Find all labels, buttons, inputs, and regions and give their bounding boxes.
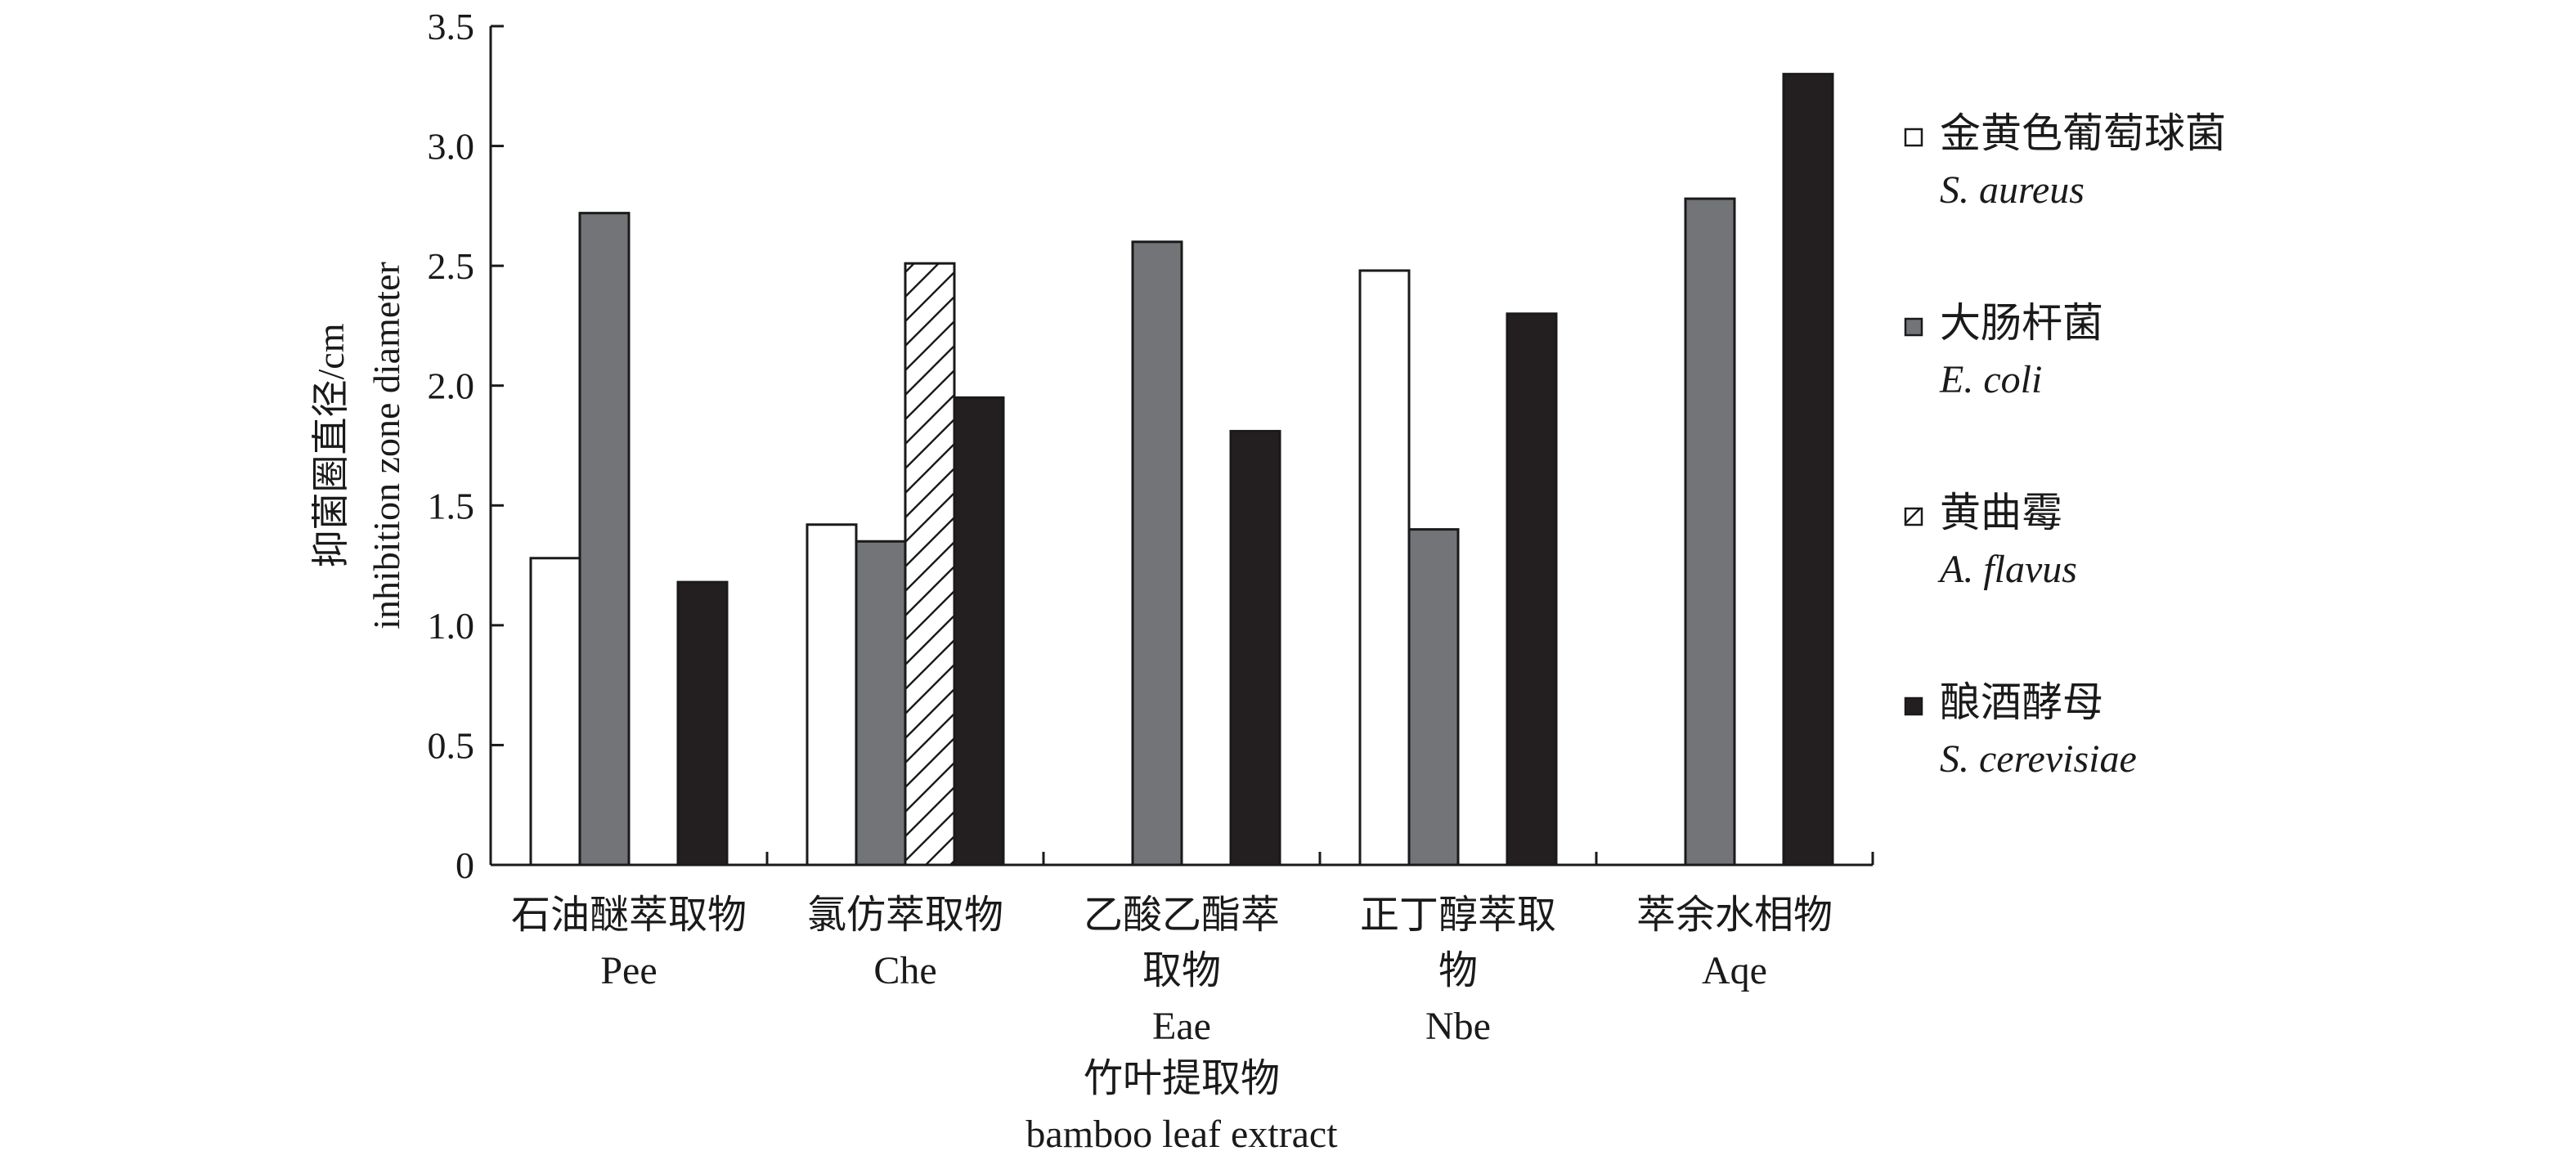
- x-category-label-cn: 萃余水相物: [1636, 894, 1833, 937]
- bar-e-coli-che: [855, 540, 907, 867]
- x-category-label-en: Pee: [600, 949, 657, 992]
- legend-label-cn: 酿酒酵母: [1940, 679, 2103, 725]
- legend-label-en: S. cerevisiae: [1940, 737, 2137, 781]
- x-category-label-cn: 氯仿萃取物: [807, 894, 1003, 937]
- legend-swatch: [1904, 696, 1923, 716]
- legend-swatch: [1904, 317, 1923, 337]
- legend-label-en: E. coli: [1939, 358, 2042, 401]
- y-tick-label: 2.0: [428, 365, 475, 407]
- legend-swatch: [1904, 128, 1923, 147]
- bar-e-coli-pee: [578, 212, 631, 867]
- y-tick-label: 2.5: [428, 245, 475, 287]
- x-category-label-en: Eae: [1152, 1005, 1211, 1048]
- bar-e-coli-eae: [1131, 240, 1183, 867]
- y-tick-label: 0: [456, 844, 474, 886]
- bar-s-aureus-pee: [529, 557, 581, 867]
- bar-s-aureus-nbe: [1358, 269, 1411, 867]
- bar-e-coli-aqe: [1684, 197, 1736, 867]
- y-tick-label: 1.5: [428, 485, 475, 526]
- bar-s-cerevisiae-che: [953, 396, 1005, 867]
- x-axis-title-en: bamboo leaf extract: [1025, 1113, 1338, 1156]
- legend-label-cn: 黄曲霉: [1940, 490, 2062, 535]
- x-axis-title-cn: 竹叶提取物: [1084, 1057, 1280, 1100]
- legend-label-cn: 金黄色葡萄球菌: [1940, 110, 2226, 156]
- bar-s-cerevisiae-pee: [676, 580, 729, 867]
- bar-s-aureus-che: [806, 523, 858, 867]
- x-category-label-cn: 乙酸乙酯萃: [1084, 894, 1280, 937]
- x-category-label-en: Aqe: [1702, 949, 1767, 992]
- y-axis-title-en: inhibition zone diameter: [366, 262, 407, 629]
- y-tick-label: 1.0: [428, 605, 475, 647]
- x-category-label-cn: 取物: [1142, 949, 1221, 992]
- x-category-label-cn: 物: [1438, 949, 1478, 992]
- x-category-label-cn: 正丁醇萃取: [1360, 894, 1556, 937]
- bar-s-cerevisiae-aqe: [1782, 73, 1834, 867]
- bar-s-cerevisiae-nbe: [1506, 312, 1558, 867]
- x-category-label-cn: 石油醚萃取物: [511, 894, 747, 937]
- bar-a-flavus-che: [904, 262, 956, 867]
- y-tick-label: 3.5: [428, 6, 475, 47]
- y-tick-label: 3.0: [428, 126, 475, 168]
- legend-swatch: [1904, 507, 1923, 526]
- x-category-label-en: Nbe: [1425, 1005, 1491, 1048]
- bar-s-cerevisiae-eae: [1229, 429, 1281, 867]
- x-category-label-en: Che: [873, 949, 936, 992]
- legend-label-cn: 大肠杆菌: [1940, 300, 2103, 346]
- legend-label-en: A. flavus: [1937, 548, 2077, 591]
- y-axis-title-cn: 抑菌圈直径/cm: [310, 323, 352, 567]
- bar-e-coli-nbe: [1407, 528, 1460, 867]
- y-tick-label: 0.5: [428, 724, 475, 766]
- legend-label-en: S. aureus: [1940, 168, 2085, 212]
